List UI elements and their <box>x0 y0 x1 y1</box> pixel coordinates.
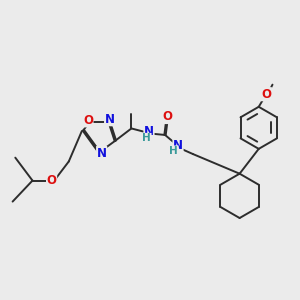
Text: N: N <box>97 147 107 160</box>
Text: H: H <box>169 146 178 156</box>
Text: O: O <box>261 88 272 101</box>
Text: O: O <box>83 114 93 127</box>
Text: N: N <box>105 113 115 126</box>
Text: H: H <box>142 134 151 143</box>
Text: O: O <box>162 110 172 124</box>
Text: N: N <box>144 125 154 138</box>
Text: O: O <box>46 174 57 187</box>
Text: N: N <box>173 139 183 152</box>
